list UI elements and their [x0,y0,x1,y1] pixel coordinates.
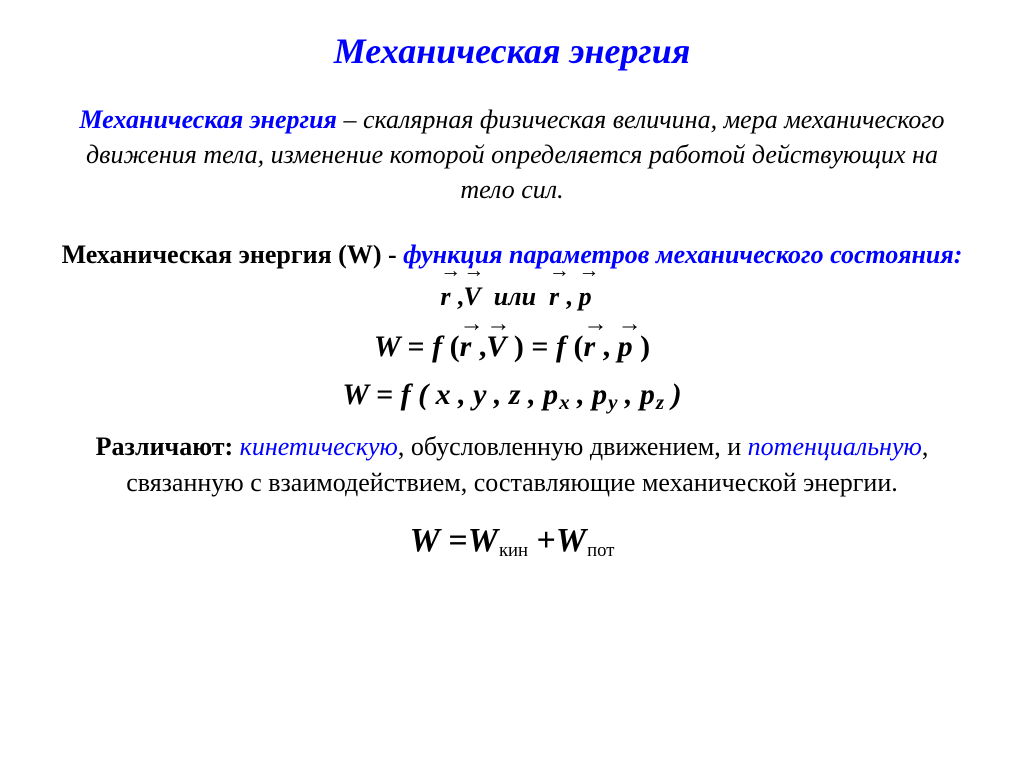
types-kinetic: кинетическую [240,432,398,461]
vec-r2: r [549,282,559,311]
eq1-open1: ( [442,330,460,363]
fn-vectors: →r ,→V или →r , →p [440,277,591,316]
types-mid1: , обусловленную движением, и [398,432,748,461]
eq2-m2: , p [617,378,655,411]
vec-r: r [440,282,450,311]
eq2-text: = f ( x , y , z , p [369,378,559,411]
eq2-m1: , p [570,378,608,411]
eq2-end: ) [664,378,682,411]
eq2-x: x [558,390,570,414]
eqf-kin: кин [498,540,528,561]
types-lead: Различают: [96,432,240,461]
eq1-eq2: = [531,330,556,363]
types-potential: потенциальную [748,432,922,461]
eqf-plus: + [528,522,556,559]
eq1-eq1: = [408,330,433,363]
eqf-W: W [410,522,440,559]
equation-2: W = f ( x , y , z , px , py , pz ) [60,378,964,415]
slide-content: Механическая энергия Механическая энерги… [0,0,1024,582]
eq1-W: W [374,330,400,363]
eqf-eq: = [440,522,468,559]
definition-paragraph: Механическая энергия – скалярная физичес… [60,102,964,207]
eq2-y: y [607,390,617,414]
equation-1: W = f (→r ,→V ) = f (→r , →p ) [60,330,964,364]
eqf-Wp: W [556,522,586,559]
eqf-pot: пот [586,540,614,561]
function-paragraph: Механическая энергия (W) - функция парам… [60,235,964,316]
eq1-f1: f [432,330,442,363]
slide-title: Механическая энергия [60,30,964,72]
fn-pre: Механическая энергия (W) - [62,240,404,269]
vec-p: p [579,282,592,311]
fn-blue: функция параметров механического состоян… [403,240,962,269]
definition-lead: Механическая энергия [79,105,337,134]
eq1-f2: f [556,330,566,363]
eq2-z: z [655,390,664,414]
eqf-Wk: W [468,522,498,559]
types-paragraph: Различают: кинетическую, обусловленную д… [60,429,964,502]
eq1-open2: ( [566,330,584,363]
vec-V: V [463,282,480,311]
equation-final: W =Wкин +Wпот [60,522,964,562]
fn-or: или [494,282,536,311]
eq2-W: W [342,378,368,411]
